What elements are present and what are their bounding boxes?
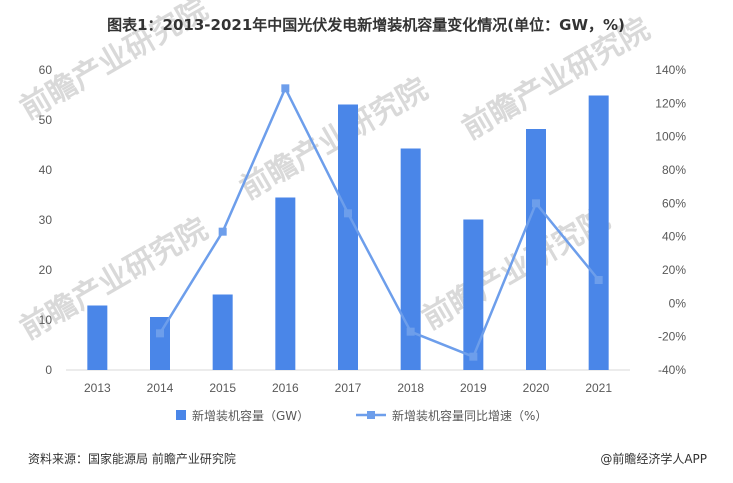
- line-point: [532, 199, 540, 208]
- legend-label-bar: 新增装机容量（GW）: [192, 408, 309, 423]
- line-point: [281, 84, 290, 93]
- legend-swatch-bar: [176, 410, 186, 420]
- bar: [87, 305, 108, 370]
- line-series: [156, 84, 603, 361]
- line-point: [406, 327, 415, 336]
- x-tick-label: 2019: [460, 381, 487, 395]
- x-tick-label: 2020: [523, 381, 550, 395]
- y-right-tick-label: 40%: [662, 230, 686, 244]
- y-left-tick-label: 50: [39, 113, 53, 127]
- y-right-tick-label: 140%: [655, 63, 686, 77]
- bar: [275, 197, 296, 370]
- brand-text: @前瞻经济学人APP: [600, 451, 707, 466]
- y-right-tick-label: -40%: [658, 363, 686, 377]
- left-axis-ticks: 0 10 20 30 40 50 60: [39, 63, 53, 377]
- y-right-tick-label: 120%: [655, 96, 686, 110]
- line-point: [469, 352, 478, 361]
- chart-title: 图表1：2013-2021年中国光伏发电新增装机容量变化情况(单位：GW，%): [107, 16, 625, 34]
- bar: [150, 317, 170, 370]
- y-left-tick-label: 10: [39, 313, 53, 327]
- x-tick-label: 2017: [335, 381, 362, 395]
- legend-label-line: 新增装机容量同比增速（%）: [392, 408, 547, 423]
- x-axis-ticks: 2013 2014 2015 2016 2017 2018 2019 2020 2021: [84, 381, 612, 395]
- bar: [400, 148, 421, 370]
- y-right-tick-label: -20%: [658, 330, 686, 344]
- x-tick-label: 2016: [272, 381, 299, 395]
- x-tick-label: 2021: [585, 381, 612, 395]
- y-left-tick-label: 30: [39, 213, 53, 227]
- line-point: [594, 276, 603, 284]
- legend-swatch-marker: [367, 411, 375, 419]
- bar: [212, 294, 233, 370]
- x-tick-label: 2018: [397, 381, 424, 395]
- x-tick-label: 2014: [147, 381, 174, 395]
- bar: [526, 129, 546, 370]
- y-right-tick-label: 80%: [662, 163, 686, 177]
- line-point: [218, 227, 227, 236]
- bar-series: [87, 95, 609, 370]
- y-right-tick-label: 20%: [662, 263, 686, 277]
- line-point: [344, 209, 352, 218]
- x-tick-label: 2013: [84, 381, 111, 395]
- source-text: 资料来源：国家能源局 前瞻产业研究院: [28, 451, 236, 466]
- y-left-tick-label: 40: [39, 163, 53, 177]
- y-right-tick-label: 100%: [655, 130, 686, 144]
- x-tick-label: 2015: [209, 381, 236, 395]
- watermark-text: 前瞻产业研究院: [417, 202, 616, 337]
- bar: [588, 95, 609, 370]
- watermarks: 前瞻产业研究院 前瞻产业研究院 前瞻产业研究院 前瞻产业研究院 前瞻产业研究院: [15, 0, 656, 347]
- growth-line: [158, 87, 600, 358]
- line-point: [156, 329, 164, 338]
- y-left-tick-label: 20: [39, 263, 53, 277]
- legend: 新增装机容量（GW） 新增装机容量同比增速（%）: [176, 408, 547, 423]
- y-left-tick-label: 0: [45, 363, 52, 377]
- y-left-tick-label: 60: [39, 63, 53, 77]
- bar: [463, 219, 484, 370]
- y-right-tick-label: 0%: [669, 296, 687, 310]
- right-axis-ticks: -40% -20% 0% 20% 40% 60% 80% 100% 120% 140%: [655, 63, 686, 377]
- bar: [338, 104, 358, 370]
- y-right-tick-label: 60%: [662, 196, 686, 210]
